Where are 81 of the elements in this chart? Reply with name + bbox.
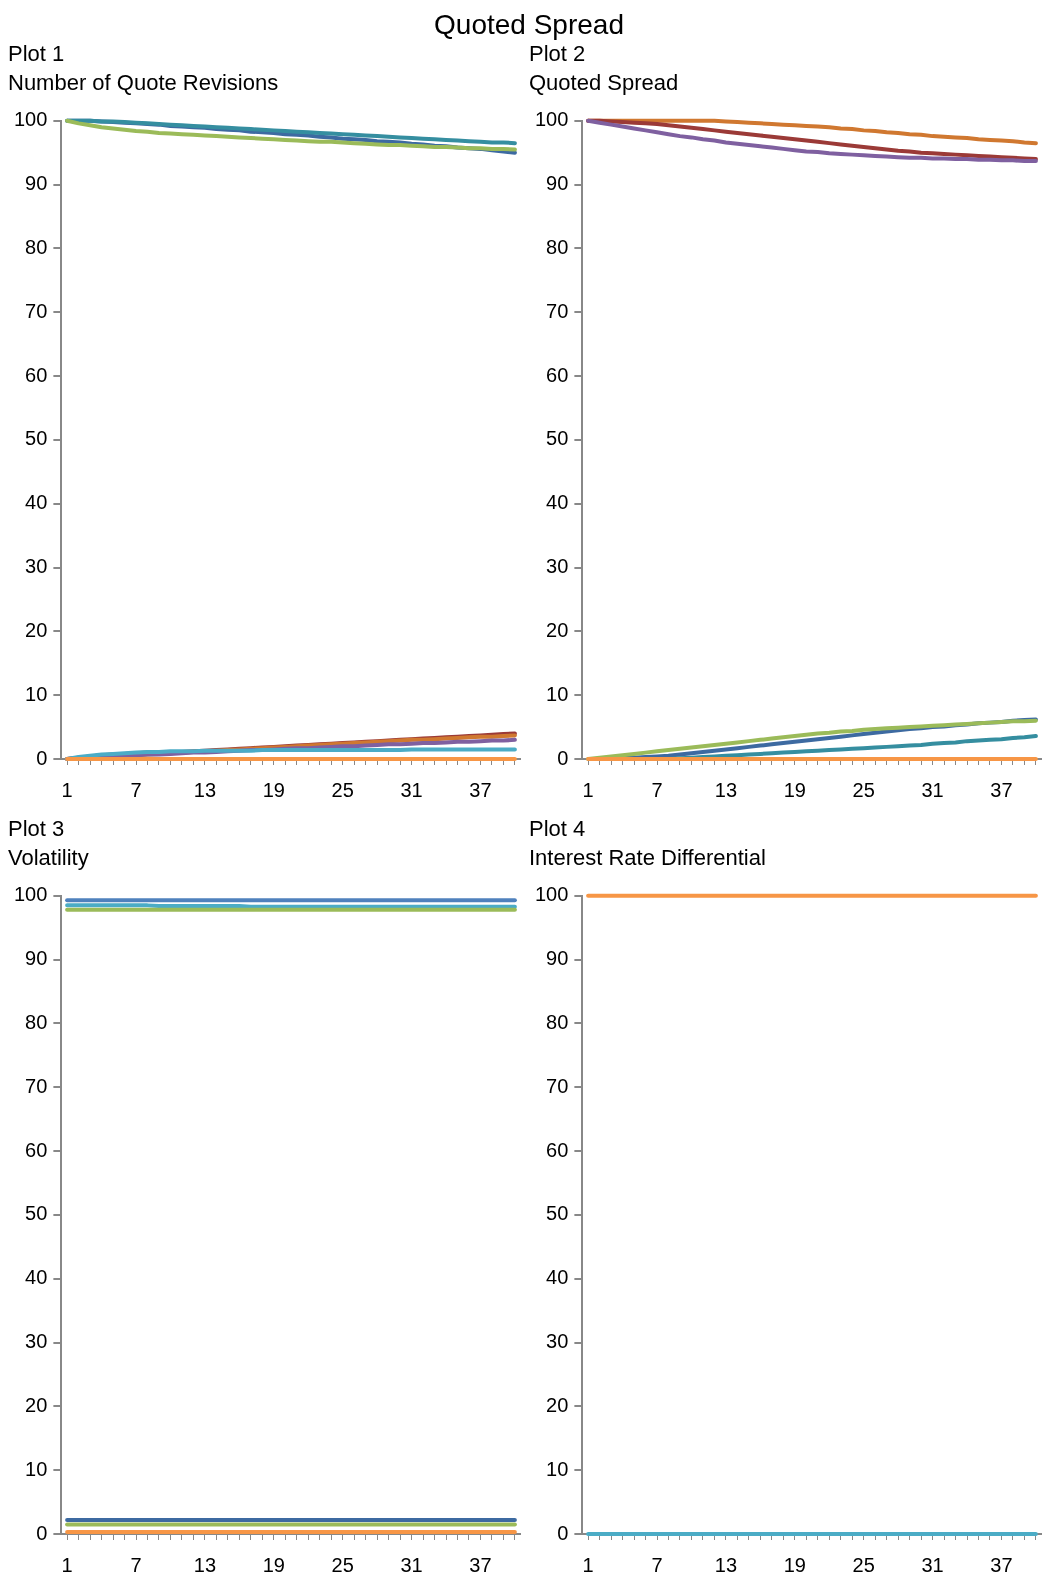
chart-title: Plot 3 (8, 816, 65, 842)
y-tick-label: 30 (546, 1330, 569, 1353)
y-tick-label: 10 (546, 682, 569, 705)
y-tick-label: 100 (13, 108, 48, 131)
y-tick-label: 60 (546, 1138, 569, 1161)
y-tick-label: 0 (557, 746, 569, 769)
y-tick-label: 50 (25, 1202, 48, 1225)
y-tick-label: 80 (546, 235, 569, 258)
y-tick-label: 40 (546, 491, 569, 514)
chart-subtitle: Volatility (8, 844, 89, 870)
y-tick-label: 50 (546, 1202, 569, 1225)
y-tick-label: 0 (36, 1521, 48, 1544)
y-tick-label: 90 (25, 172, 48, 195)
x-tick-label: 1 (61, 1553, 73, 1576)
x-tick-label: 7 (651, 778, 663, 801)
y-tick-label: 70 (25, 1074, 48, 1097)
chart-title: Plot 1 (8, 41, 65, 67)
x-tick-label: 7 (130, 1553, 142, 1576)
y-tick-label: 60 (546, 363, 569, 386)
x-tick-label: 37 (469, 778, 492, 801)
x-tick-label: 7 (651, 1553, 663, 1576)
y-tick-label: 70 (546, 299, 569, 322)
chart-subtitle: Interest Rate Differential (529, 844, 766, 870)
chart-title: Plot 2 (529, 41, 586, 67)
x-tick-label: 13 (714, 1553, 738, 1576)
x-tick-label: 13 (193, 778, 217, 801)
y-tick-label: 10 (25, 1457, 48, 1480)
y-tick-label: 50 (25, 427, 48, 450)
y-tick-label: 80 (546, 1010, 569, 1033)
y-tick-label: 100 (534, 883, 569, 906)
y-tick-label: 20 (546, 1393, 569, 1416)
x-tick-label: 1 (61, 778, 73, 801)
x-tick-label: 13 (193, 1553, 217, 1576)
y-tick-label: 30 (546, 555, 569, 578)
y-tick-label: 40 (546, 1266, 569, 1289)
chart-subtitle: Quoted Spread (529, 69, 679, 95)
y-tick-label: 100 (534, 108, 569, 131)
x-tick-label: 1 (582, 778, 594, 801)
x-tick-label: 25 (331, 778, 354, 801)
chart-title: Plot 4 (529, 816, 586, 842)
chart-subtitle: Number of Quote Revisions (8, 69, 279, 95)
y-tick-label: 70 (546, 1074, 569, 1097)
y-tick-label: 20 (25, 618, 48, 641)
y-tick-label: 80 (25, 1010, 48, 1033)
y-tick-label: 10 (546, 1457, 569, 1480)
x-tick-label: 19 (262, 1553, 285, 1576)
y-tick-label: 90 (546, 172, 569, 195)
x-tick-label: 19 (783, 1553, 806, 1576)
y-tick-label: 40 (25, 1266, 48, 1289)
x-tick-label: 25 (852, 778, 875, 801)
x-tick-label: 19 (783, 778, 806, 801)
y-tick-label: 80 (25, 235, 48, 258)
x-tick-label: 37 (990, 778, 1013, 801)
y-tick-label: 70 (25, 299, 48, 322)
y-tick-label: 0 (557, 1521, 569, 1544)
y-tick-label: 0 (36, 746, 48, 769)
y-tick-label: 90 (546, 947, 569, 970)
x-tick-label: 31 (921, 778, 944, 801)
x-tick-label: 31 (921, 1553, 944, 1576)
x-tick-label: 37 (469, 1553, 492, 1576)
x-tick-label: 19 (262, 778, 285, 801)
y-tick-label: 100 (13, 883, 48, 906)
text: Quoted Spread (433, 8, 625, 42)
x-tick-label: 25 (852, 1553, 875, 1576)
y-tick-label: 20 (25, 1393, 48, 1416)
y-tick-label: 40 (25, 491, 48, 514)
y-tick-label: 90 (25, 947, 48, 970)
y-tick-label: 30 (25, 1330, 48, 1353)
x-tick-label: 31 (400, 1553, 423, 1576)
y-tick-label: 20 (546, 618, 569, 641)
y-tick-label: 30 (25, 555, 48, 578)
y-tick-label: 50 (546, 427, 569, 450)
x-tick-label: 1 (582, 1553, 594, 1576)
x-tick-label: 31 (400, 778, 423, 801)
y-tick-label: 10 (25, 682, 48, 705)
x-tick-label: 37 (990, 1553, 1013, 1576)
y-tick-label: 60 (25, 363, 48, 386)
x-tick-label: 7 (130, 778, 142, 801)
x-tick-label: 25 (331, 1553, 354, 1576)
y-tick-label: 60 (25, 1138, 48, 1161)
x-tick-label: 13 (714, 778, 738, 801)
